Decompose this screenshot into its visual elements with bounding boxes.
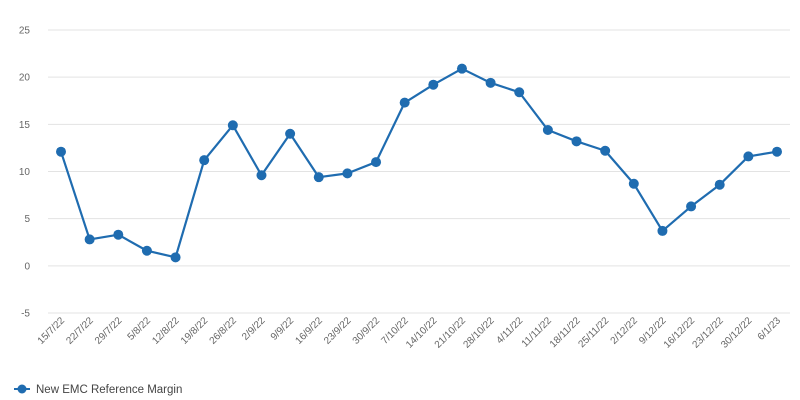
data-point[interactable]	[113, 229, 124, 240]
series-layer	[56, 63, 782, 263]
data-point[interactable]	[371, 157, 382, 168]
x-tick-label: 26/8/22	[208, 315, 240, 347]
y-axis-ticks: -5 0 5 10 15 20 25	[19, 26, 31, 320]
data-point[interactable]	[743, 151, 754, 162]
x-tick-label: 28/10/22	[461, 315, 497, 351]
y-tick-label: 20	[19, 73, 31, 84]
y-tick-label: 0	[24, 261, 30, 272]
data-point[interactable]	[428, 79, 439, 90]
data-point[interactable]	[170, 252, 181, 263]
data-point[interactable]	[227, 120, 238, 131]
y-tick-label: 10	[19, 167, 31, 178]
x-tick-label: 22/7/22	[64, 315, 96, 347]
data-point[interactable]	[571, 136, 582, 147]
x-tick-label: 23/9/22	[322, 315, 354, 347]
data-point[interactable]	[199, 155, 210, 166]
y-tick-label: 5	[24, 214, 30, 225]
x-tick-label: 16/9/22	[294, 315, 326, 347]
x-tick-label: 25/11/22	[577, 315, 612, 350]
data-point[interactable]	[313, 172, 324, 183]
data-point[interactable]	[84, 234, 95, 245]
x-tick-label: 6/1/23	[756, 315, 784, 343]
x-tick-label: 9/9/22	[269, 315, 297, 343]
y-tick-label: -5	[21, 309, 30, 320]
data-point[interactable]	[514, 87, 525, 98]
data-point[interactable]	[399, 97, 410, 108]
y-tick-label: 15	[19, 120, 31, 131]
data-point[interactable]	[714, 179, 725, 190]
data-point[interactable]	[485, 77, 496, 88]
data-point[interactable]	[772, 146, 782, 157]
x-tick-label: 2/9/22	[240, 315, 268, 343]
data-point[interactable]	[456, 63, 467, 74]
legend-swatch-marker	[17, 384, 27, 394]
grid-lines	[48, 29, 790, 314]
legend-label: New EMC Reference Margin	[36, 384, 182, 396]
data-point[interactable]	[141, 245, 152, 256]
x-tick-label: 19/8/22	[179, 315, 211, 347]
x-tick-label: 2/12/22	[609, 315, 641, 347]
data-point[interactable]	[600, 145, 611, 156]
data-point[interactable]	[628, 178, 639, 189]
y-tick-label: 25	[19, 26, 31, 37]
data-point[interactable]	[686, 201, 697, 212]
data-point[interactable]	[342, 168, 353, 179]
x-tick-label: 5/8/22	[126, 315, 154, 343]
data-point[interactable]	[657, 225, 668, 236]
series-line	[59, 67, 779, 259]
data-point[interactable]	[256, 170, 267, 181]
legend[interactable]: New EMC Reference Margin	[14, 384, 182, 396]
x-tick-label: 12/8/22	[150, 315, 182, 347]
x-tick-label: 15/7/22	[36, 315, 68, 347]
x-tick-label: 30/9/22	[351, 315, 383, 347]
data-point[interactable]	[542, 124, 553, 135]
x-tick-label: 29/7/22	[93, 315, 125, 347]
data-point[interactable]	[56, 146, 66, 157]
x-tick-label: 30/12/22	[719, 315, 755, 351]
data-point[interactable]	[285, 128, 296, 139]
